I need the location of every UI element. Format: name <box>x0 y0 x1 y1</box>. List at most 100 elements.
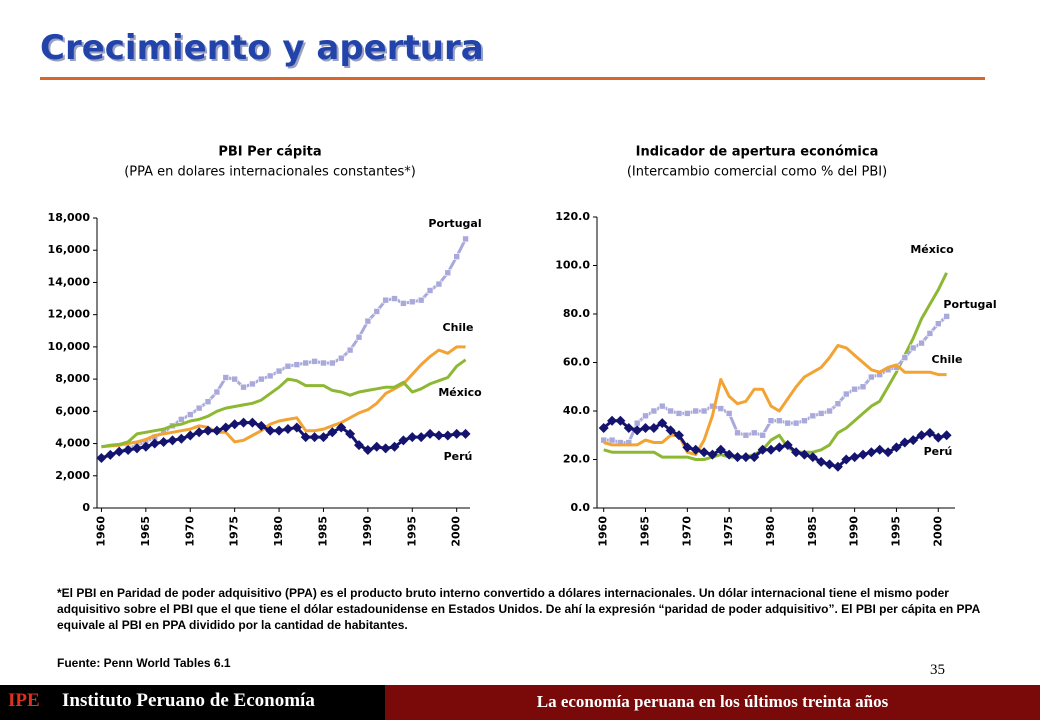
y-tick-label: 8,000 <box>55 372 90 385</box>
marker <box>320 359 327 367</box>
marker <box>817 410 825 417</box>
marker <box>799 449 810 460</box>
marker <box>792 419 800 427</box>
marker <box>114 446 125 457</box>
marker <box>364 317 372 325</box>
marker <box>391 295 398 302</box>
x-tick-label: 1980 <box>764 516 777 547</box>
series-label: Chile <box>443 321 474 334</box>
marker <box>866 447 877 458</box>
marker <box>213 388 221 396</box>
marker <box>607 415 618 426</box>
marker <box>807 452 818 463</box>
x-tick-label: 2000 <box>931 516 944 547</box>
x-tick-label: 1995 <box>405 516 418 547</box>
marker <box>186 411 194 418</box>
marker <box>453 253 460 260</box>
marker <box>857 449 868 460</box>
marker <box>692 407 700 415</box>
source: Fuente: Penn World Tables 6.1 <box>57 656 231 670</box>
marker <box>724 449 735 460</box>
marker <box>699 447 710 458</box>
marker <box>382 296 389 304</box>
marker <box>345 428 356 439</box>
marker <box>776 417 783 425</box>
series-line <box>603 315 948 444</box>
marker <box>633 419 641 427</box>
marker <box>451 428 462 439</box>
marker <box>140 441 151 452</box>
series-label: Perú <box>924 445 953 458</box>
marker <box>373 308 381 315</box>
marker <box>185 430 196 441</box>
charts: PBI Per cápita (PPA en dolares internacio… <box>48 145 997 547</box>
marker <box>834 400 842 408</box>
marker <box>824 459 835 470</box>
marker <box>256 420 267 431</box>
marker <box>615 415 626 426</box>
footnote: *El PBI en Paridad de poder adquisitivo … <box>57 586 980 632</box>
marker <box>220 422 231 433</box>
x-tick-label: 1965 <box>639 516 652 547</box>
marker <box>767 417 775 425</box>
marker <box>690 444 701 455</box>
marker <box>715 444 726 455</box>
marker <box>717 405 725 412</box>
chart-subtitle: (PPA en dolares internacionales constant… <box>124 165 416 180</box>
marker <box>673 430 684 441</box>
marker <box>933 432 944 443</box>
y-tick-label: 60.0 <box>563 356 590 369</box>
marker <box>832 461 843 472</box>
series-line <box>603 272 948 461</box>
marker <box>816 456 827 467</box>
footer-left <box>0 685 385 720</box>
marker <box>275 367 283 375</box>
marker <box>302 359 310 367</box>
y-tick-label: 20.0 <box>563 453 590 466</box>
marker <box>732 452 743 463</box>
marker <box>257 375 265 383</box>
marker <box>204 398 212 405</box>
marker <box>247 417 258 428</box>
marker <box>433 430 444 441</box>
marker <box>725 410 733 417</box>
series-label: México <box>438 386 482 399</box>
marker <box>355 333 363 341</box>
series-label: Portugal <box>943 298 996 311</box>
marker <box>924 427 935 438</box>
marker <box>742 431 750 439</box>
marker <box>211 425 222 436</box>
series-line <box>101 358 467 449</box>
marker <box>291 422 302 433</box>
marker <box>883 447 894 458</box>
y-tick-label: 10,000 <box>48 340 91 353</box>
marker <box>293 361 301 368</box>
marker <box>682 442 693 453</box>
footer-institution: Instituto Peruano de Economía <box>62 690 315 711</box>
marker <box>131 443 142 454</box>
series-label: Perú <box>444 450 473 463</box>
marker <box>362 445 373 455</box>
x-tick-label: 1975 <box>722 516 735 547</box>
marker <box>623 422 634 433</box>
marker <box>657 418 668 429</box>
marker <box>774 442 785 453</box>
marker <box>266 372 274 380</box>
marker <box>700 407 708 415</box>
marker <box>941 430 952 441</box>
marker <box>309 432 320 443</box>
chart-subtitle: (Intercambio comercial como % del PBI) <box>627 165 887 180</box>
marker <box>740 452 751 463</box>
x-tick-label: 1985 <box>806 516 819 547</box>
x-tick-label: 1965 <box>139 516 152 547</box>
marker <box>684 410 691 417</box>
marker <box>462 235 469 243</box>
marker <box>231 375 238 383</box>
y-tick-label: 120.0 <box>555 210 590 223</box>
x-tick-label: 1995 <box>889 516 902 547</box>
marker <box>249 380 256 388</box>
x-tick-label: 1990 <box>848 516 861 547</box>
marker <box>791 447 802 458</box>
marker <box>222 374 230 381</box>
footer-logo: IPE <box>8 690 40 711</box>
